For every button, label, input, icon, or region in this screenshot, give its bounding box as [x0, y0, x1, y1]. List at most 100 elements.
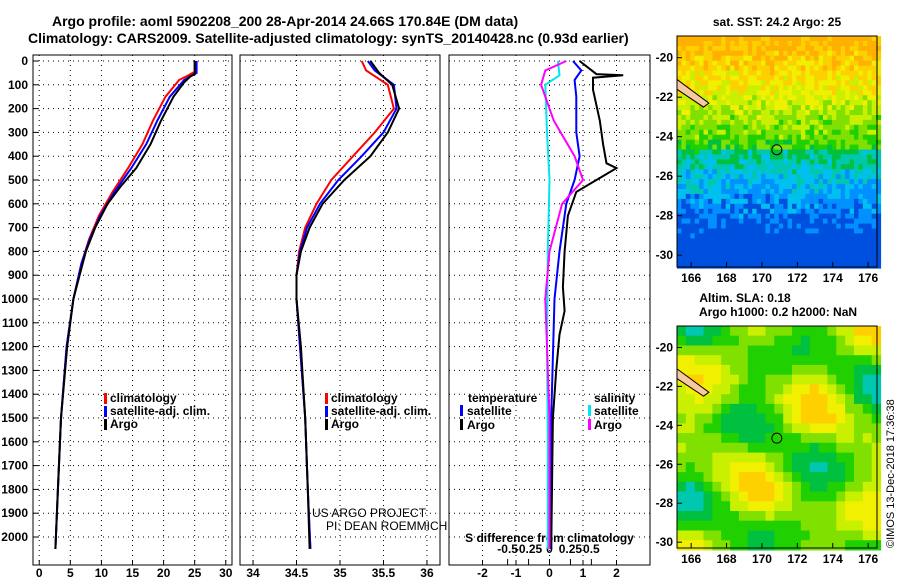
legend-title-salinity: salinity: [594, 391, 636, 405]
map-cell: [774, 218, 780, 225]
map-cell: [685, 110, 691, 116]
map-cell: [725, 36, 731, 42]
map-cell: [734, 65, 740, 72]
map-cell: [747, 134, 753, 141]
map-cell: [703, 110, 709, 116]
map-cell: [814, 179, 820, 185]
map-cell: [765, 394, 775, 405]
map-cell: [769, 233, 775, 239]
map-cell: [716, 189, 722, 195]
map-cell: [805, 70, 811, 77]
map-cell: [871, 90, 877, 96]
map-cell: [805, 174, 811, 180]
map-cell: [769, 70, 775, 77]
map-cell: [752, 174, 758, 180]
map-cell: [761, 139, 767, 146]
map-cell: [743, 70, 749, 77]
map-cell: [769, 60, 775, 67]
map-cell: [677, 423, 687, 434]
map-cell: [712, 248, 718, 254]
map-cell: [876, 159, 882, 165]
map-cell: [774, 159, 780, 165]
map-cell: [831, 139, 837, 146]
map-cell: [756, 218, 762, 225]
map-cell: [818, 423, 828, 434]
map-cell: [778, 134, 784, 141]
map-cell: [840, 75, 846, 81]
map-cell: [867, 198, 873, 205]
map-cell: [725, 263, 731, 269]
map-cell: [699, 115, 705, 121]
map-cell: [712, 208, 718, 215]
map-cell: [840, 115, 846, 121]
lat-tick-label: -26: [656, 169, 674, 183]
map-cell: [858, 198, 864, 205]
map-cell: [703, 70, 709, 77]
map-cell: [734, 139, 740, 146]
map-cell: [774, 452, 784, 463]
map-cell: [747, 184, 753, 190]
map-cell: [685, 36, 691, 42]
map-cell: [694, 228, 700, 234]
map-cell: [783, 174, 789, 180]
map-cell: [778, 124, 784, 131]
map-cell: [809, 189, 815, 195]
map-cell: [845, 452, 855, 463]
map-cell: [831, 189, 837, 195]
map-cell: [721, 374, 731, 385]
map-cell: [827, 95, 833, 101]
map-cell: [814, 198, 820, 205]
map-cell: [685, 119, 691, 126]
lat-tick-label: -24: [656, 418, 674, 432]
map-cell: [805, 253, 811, 259]
map-cell: [756, 248, 762, 254]
map-cell: [836, 179, 842, 185]
map-cell: [743, 134, 749, 141]
map-cell: [818, 129, 824, 136]
map-cell: [845, 184, 851, 190]
map-cell: [747, 80, 753, 86]
map-cell: [752, 189, 758, 195]
map-cell: [712, 520, 722, 531]
map-cell: [778, 40, 784, 47]
map-cell: [677, 462, 687, 473]
map-cell: [716, 218, 722, 225]
map-cell: [778, 174, 784, 180]
map-cell: [809, 472, 820, 483]
map-cell: [699, 85, 705, 91]
map-cell: [867, 233, 873, 239]
map-cell: [769, 169, 775, 175]
map-cell: [699, 253, 705, 259]
map-cell: [792, 75, 797, 81]
map-cell: [730, 364, 740, 376]
map-cell: [783, 100, 789, 106]
map-cell: [778, 85, 784, 91]
map-cell: [690, 65, 696, 72]
map-cell: [685, 203, 691, 210]
map-cell: [827, 258, 833, 264]
map-cell: [685, 80, 691, 86]
map-cell: [730, 189, 736, 195]
map-cell: [699, 189, 705, 195]
map-cell: [712, 213, 718, 220]
map-cell: [809, 60, 815, 67]
map-cell: [703, 520, 713, 531]
map-cell: [871, 65, 877, 72]
map-cell: [685, 129, 691, 136]
map-cell: [845, 119, 851, 126]
map-cell: [827, 169, 833, 175]
map-cell: [876, 40, 882, 47]
map-cell: [787, 50, 793, 57]
map-cell: [721, 208, 727, 215]
map-cell: [831, 164, 837, 170]
map-cell: [814, 100, 820, 106]
map-cell: [738, 364, 749, 376]
map-cell: [716, 129, 722, 136]
map-cell: [871, 129, 877, 136]
map-cell: [818, 134, 824, 141]
lat-tick-label: -28: [656, 209, 674, 223]
legend-label: satellite-adj. clim.: [110, 404, 210, 418]
map-cell: [699, 70, 705, 77]
map-cell: [836, 55, 842, 62]
map-cell: [836, 159, 842, 165]
